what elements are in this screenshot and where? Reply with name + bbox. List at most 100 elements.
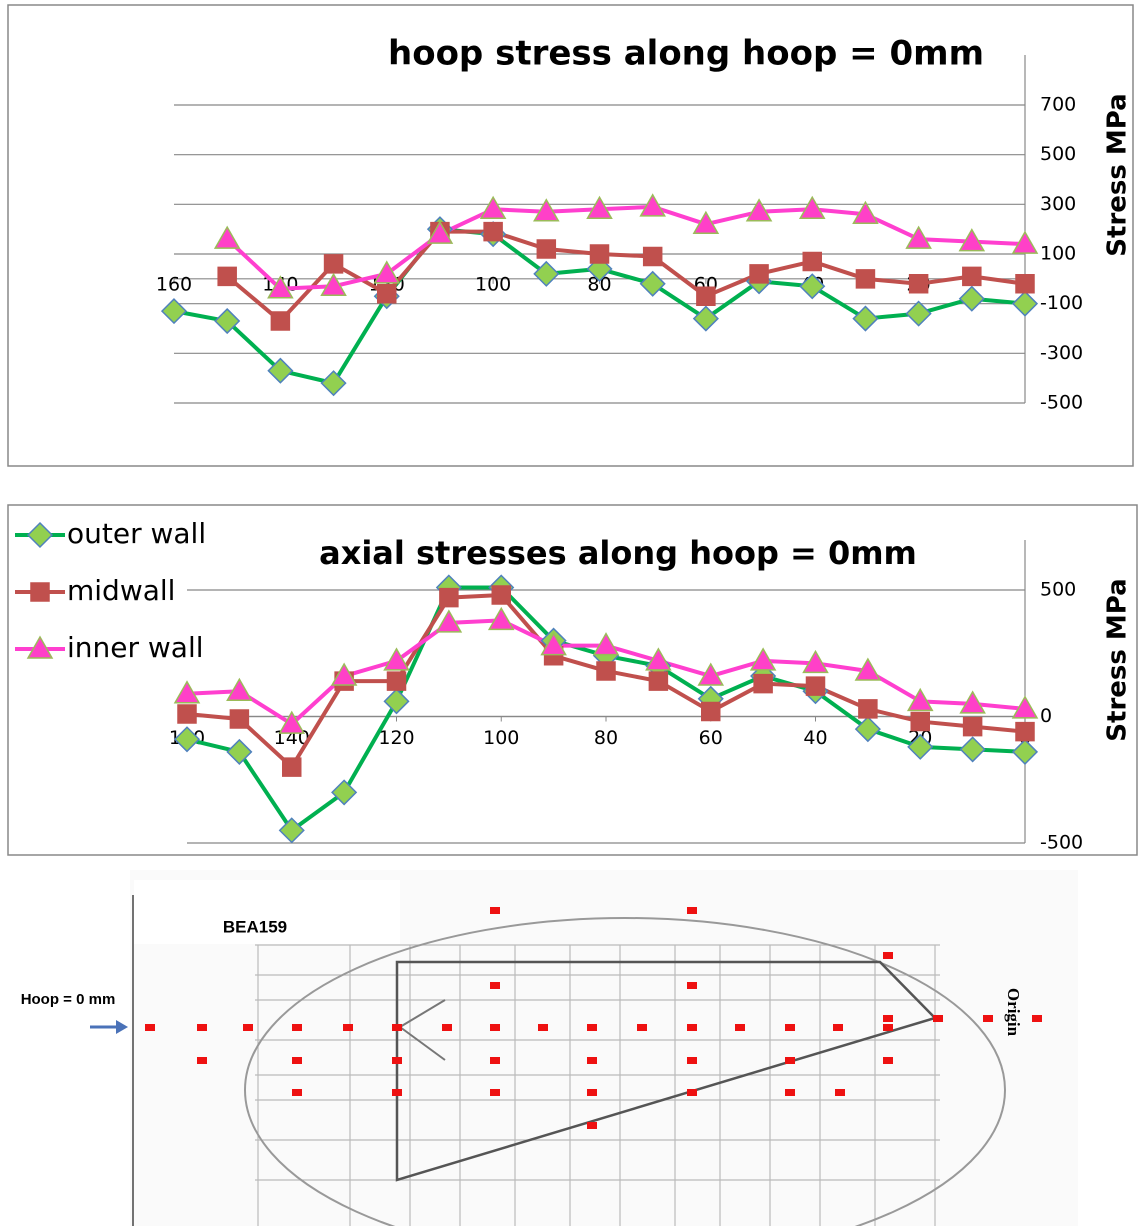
marker xyxy=(645,647,672,671)
measure-point xyxy=(785,1089,795,1096)
measure-point xyxy=(292,1024,302,1031)
legend-marker xyxy=(26,635,54,659)
marker xyxy=(1011,230,1039,254)
legend-label: inner wall xyxy=(67,631,204,664)
marker xyxy=(282,757,302,777)
measure-point xyxy=(490,1057,500,1064)
marker xyxy=(908,274,929,294)
x-tick-label: 120 xyxy=(378,727,414,749)
origin-label: Origin xyxy=(1004,988,1023,1037)
measure-point xyxy=(392,1089,402,1096)
y-tick-label: 300 xyxy=(1040,193,1076,215)
chart: 700500300100-100-300-5001601401201008060… xyxy=(7,4,1134,467)
marker xyxy=(533,260,560,287)
marker xyxy=(270,311,291,331)
y-tick-label: 500 xyxy=(1040,579,1076,601)
marker xyxy=(267,275,294,299)
marker xyxy=(799,273,826,300)
marker xyxy=(858,699,878,719)
marker xyxy=(479,195,507,220)
marker xyxy=(1011,695,1039,719)
measure-point xyxy=(883,952,893,959)
measure-point xyxy=(197,1057,207,1064)
measure-point xyxy=(292,1057,302,1064)
marker xyxy=(692,305,719,332)
hoop-arrow-head xyxy=(116,1020,128,1034)
marker xyxy=(642,246,663,267)
measure-point xyxy=(392,1057,402,1064)
measure-point xyxy=(587,1122,597,1129)
measure-point xyxy=(687,982,697,989)
marker xyxy=(596,661,616,681)
measure-point xyxy=(835,1089,845,1096)
marker xyxy=(330,662,358,686)
marker xyxy=(435,609,463,633)
marker xyxy=(592,632,620,656)
marker xyxy=(798,195,826,220)
y-tick-label: 500 xyxy=(1040,143,1076,165)
measure-point xyxy=(490,982,500,989)
measure-point xyxy=(442,1024,452,1031)
marker xyxy=(213,225,241,249)
series-line xyxy=(225,204,1026,291)
marker xyxy=(854,716,881,743)
measure-point xyxy=(833,1024,843,1031)
measure-point xyxy=(637,1024,647,1031)
marker xyxy=(749,647,777,671)
marker xyxy=(639,270,666,297)
measure-point xyxy=(785,1024,795,1031)
marker xyxy=(959,736,986,763)
marker xyxy=(855,269,876,289)
marker xyxy=(958,285,985,312)
measure-point xyxy=(538,1024,548,1031)
measure-point xyxy=(687,1024,697,1031)
marker xyxy=(160,298,188,325)
marker xyxy=(487,606,515,631)
marker xyxy=(229,709,250,729)
marker xyxy=(439,587,459,608)
marker xyxy=(278,710,306,734)
hoop-label: Hoop = 0 mm xyxy=(21,991,116,1008)
chart-title: axial stresses along hoop = 0mm xyxy=(319,534,917,572)
y-tick-label: -300 xyxy=(1040,342,1083,364)
marker xyxy=(278,817,305,844)
y-tick-label: -500 xyxy=(1040,832,1083,854)
marker xyxy=(323,254,344,274)
marker xyxy=(852,305,879,332)
marker xyxy=(173,680,201,704)
marker xyxy=(267,357,294,384)
marker xyxy=(1011,290,1039,317)
marker xyxy=(696,286,716,306)
marker xyxy=(173,726,201,753)
marker xyxy=(958,228,986,252)
y-axis-title: Stress MPa xyxy=(1103,93,1133,256)
marker xyxy=(533,198,560,222)
marker xyxy=(426,220,454,244)
marker xyxy=(749,264,769,284)
marker xyxy=(386,671,407,691)
marker xyxy=(540,632,567,656)
marker xyxy=(536,239,557,259)
measure-point xyxy=(883,1024,893,1031)
measure-point xyxy=(883,1015,893,1022)
measure-point xyxy=(735,1024,745,1031)
measure-point xyxy=(197,1024,207,1031)
chart-frame xyxy=(7,504,1138,856)
measure-point xyxy=(1032,1015,1042,1022)
measure-point xyxy=(292,1089,302,1096)
marker xyxy=(905,225,932,249)
marker xyxy=(910,711,930,732)
y-tick-label: 700 xyxy=(1040,94,1076,116)
marker xyxy=(905,300,932,327)
marker xyxy=(854,657,882,681)
marker xyxy=(377,283,397,304)
x-tick-label: 160 xyxy=(156,273,192,295)
label-box xyxy=(134,880,400,944)
marker xyxy=(383,688,410,715)
measure-point xyxy=(145,1024,155,1031)
y-axis-title: Stress MPa xyxy=(1103,578,1133,741)
marker xyxy=(226,677,253,701)
measure-point xyxy=(490,907,500,914)
y-tick-label: 0 xyxy=(1040,705,1052,727)
marker xyxy=(701,701,721,722)
